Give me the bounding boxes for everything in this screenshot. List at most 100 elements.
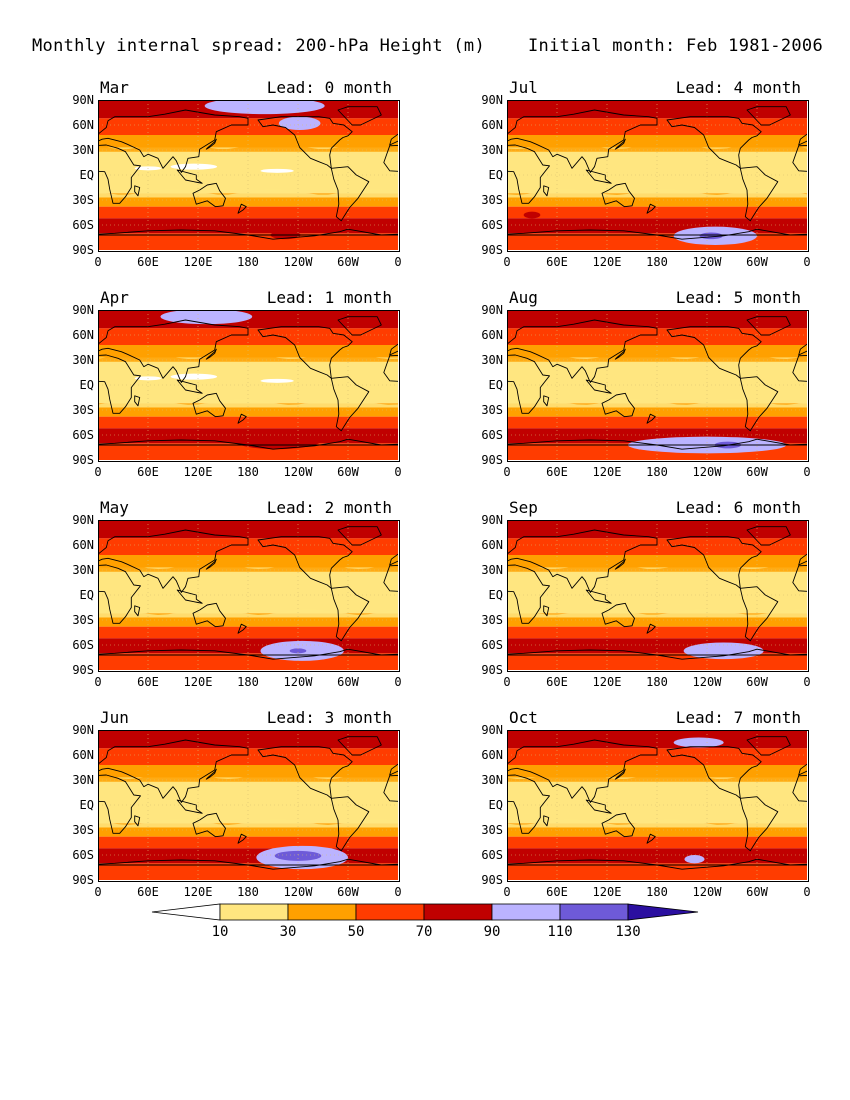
contour-band bbox=[507, 310, 807, 329]
colorbar-swatch bbox=[219, 903, 289, 921]
spread-anomaly-blob bbox=[684, 855, 705, 864]
contour-band bbox=[98, 443, 398, 460]
colorbar-swatch bbox=[355, 903, 425, 921]
longitude-tick-label: 120W bbox=[692, 675, 722, 689]
contour-band bbox=[98, 748, 398, 765]
coastline bbox=[739, 796, 779, 852]
panel-month-label: May bbox=[100, 498, 129, 517]
contour-band bbox=[507, 863, 807, 880]
contour-band bbox=[507, 147, 807, 194]
colorbar-swatch bbox=[559, 903, 629, 921]
coastline bbox=[257, 116, 353, 169]
contour-band bbox=[98, 818, 398, 828]
coastline bbox=[646, 413, 656, 424]
longitude-tick-label: 60E bbox=[546, 255, 568, 269]
coastline bbox=[98, 109, 398, 173]
coastline bbox=[543, 395, 550, 407]
coastline bbox=[98, 144, 398, 204]
latitude-tick-label: 30S bbox=[72, 403, 94, 417]
latitude-tick-label: 60N bbox=[481, 118, 503, 132]
colorbar-swatch bbox=[287, 903, 357, 921]
low-spread-patch bbox=[170, 163, 218, 170]
spread-anomaly-blob bbox=[274, 850, 322, 861]
coastline bbox=[176, 799, 203, 814]
longitude-tick-label: 120W bbox=[692, 255, 722, 269]
panel-frame bbox=[507, 520, 809, 672]
longitude-tick-label: 60E bbox=[137, 255, 159, 269]
longitude-tick-label: 60W bbox=[746, 255, 768, 269]
coastline bbox=[257, 746, 353, 799]
latitude-tick-label: 60S bbox=[72, 428, 94, 442]
spread-anomaly-blob bbox=[204, 100, 325, 115]
contour-band bbox=[98, 730, 398, 749]
longitude-tick-label: 120W bbox=[283, 465, 313, 479]
longitude-tick-label: 60W bbox=[337, 465, 359, 479]
longitude-tick-label: 60W bbox=[337, 255, 359, 269]
coastline bbox=[176, 169, 203, 184]
latitude-tick-label: EQ bbox=[488, 378, 503, 392]
coastline bbox=[205, 138, 217, 150]
latitude-tick-label: 60N bbox=[72, 118, 94, 132]
contour-band bbox=[507, 555, 807, 568]
coastline bbox=[507, 109, 807, 173]
longitude-tick-label: 60W bbox=[746, 885, 768, 899]
contour-band bbox=[507, 357, 807, 404]
panel-lead-label: Lead: 6 month bbox=[675, 498, 801, 517]
latitude-tick-label: 90N bbox=[481, 723, 503, 737]
contour-band bbox=[507, 538, 807, 555]
longitude-tick-label: 180 bbox=[646, 255, 668, 269]
panel-lead-label: Lead: 3 month bbox=[266, 708, 392, 727]
coastline bbox=[98, 354, 398, 414]
latitude-tick-label: 30S bbox=[481, 193, 503, 207]
coastline bbox=[646, 623, 656, 634]
contour-band bbox=[98, 233, 398, 250]
low-spread-patch bbox=[260, 378, 294, 383]
contour-band bbox=[507, 730, 807, 749]
longitude-tick-label: 0 bbox=[503, 675, 511, 689]
latitude-tick-label: 90S bbox=[481, 873, 503, 887]
latitude-tick-label: 30S bbox=[72, 823, 94, 837]
latitude-tick-label: 60N bbox=[481, 538, 503, 552]
coastline bbox=[205, 348, 217, 360]
map-panel-mar: Mar Lead: 0 month 90N 60N 30N EQ 30S 60S 90S 0 60E… bbox=[72, 78, 401, 268]
longitude-tick-label: 60E bbox=[137, 885, 159, 899]
panel-lead-label: Lead: 5 month bbox=[675, 288, 801, 307]
longitude-tick-label: 0 bbox=[394, 675, 402, 689]
coastline bbox=[614, 348, 626, 360]
colorbar-tick-label: 130 bbox=[615, 924, 641, 940]
longitude-tick-label: 180 bbox=[237, 675, 259, 689]
contour-band bbox=[98, 328, 398, 345]
longitude-tick-label: 60E bbox=[546, 465, 568, 479]
colorbar-swatch bbox=[491, 903, 561, 921]
coastline bbox=[176, 589, 203, 604]
latitude-tick-label: 90S bbox=[72, 243, 94, 257]
longitude-tick-label: 0 bbox=[394, 465, 402, 479]
coastline bbox=[507, 438, 807, 450]
spread-anomaly-blob bbox=[289, 648, 307, 654]
coastline bbox=[192, 602, 226, 628]
spread-map bbox=[507, 310, 807, 460]
latitude-tick-label: EQ bbox=[79, 588, 94, 602]
latitude-tick-label: 30N bbox=[72, 353, 94, 367]
coastline bbox=[507, 529, 807, 593]
longitude-tick-label: 0 bbox=[503, 885, 511, 899]
coastline bbox=[585, 169, 612, 184]
colorbar-tick-label: 70 bbox=[415, 924, 433, 940]
longitude-tick-label: 120W bbox=[283, 885, 313, 899]
panel-month-label: Aug bbox=[509, 288, 538, 307]
longitude-tick-label: 0 bbox=[503, 465, 511, 479]
contour-band bbox=[98, 520, 398, 539]
coastline bbox=[601, 392, 635, 418]
latitude-tick-label: 30S bbox=[72, 613, 94, 627]
longitude-tick-label: 0 bbox=[394, 255, 402, 269]
latitude-tick-label: 90N bbox=[72, 513, 94, 527]
coastline bbox=[746, 106, 791, 126]
coastline bbox=[337, 736, 382, 756]
contour-band bbox=[507, 142, 807, 152]
coastline bbox=[257, 536, 353, 589]
panel-frame bbox=[98, 100, 400, 252]
longitude-tick-label: 60W bbox=[746, 465, 768, 479]
coastline bbox=[134, 395, 141, 407]
contour-band bbox=[98, 188, 398, 198]
colorbar-swatch bbox=[423, 903, 493, 921]
